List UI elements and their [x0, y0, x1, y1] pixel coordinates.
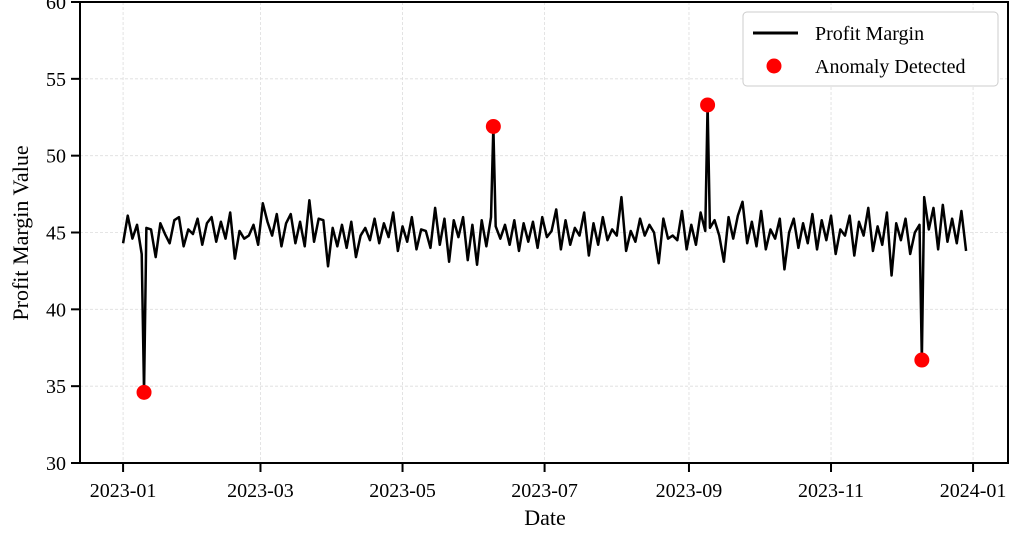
- anomaly-point: [485, 118, 501, 134]
- legend-marker: [766, 58, 782, 74]
- legend-label: Profit Margin: [815, 23, 924, 45]
- legend-label: Anomaly Detected: [815, 56, 966, 78]
- x-tick-label: 2023-01: [90, 480, 157, 502]
- y-tick-label: 50: [46, 146, 66, 168]
- x-tick-label: 2023-05: [369, 480, 436, 502]
- y-tick-label: 30: [46, 453, 66, 475]
- x-axis-label: Date: [524, 505, 566, 530]
- y-axis-label: Profit Margin Value: [8, 145, 33, 320]
- y-tick-label: 35: [46, 376, 66, 398]
- x-tick-label: 2023-09: [656, 480, 723, 502]
- y-tick-label: 40: [46, 299, 66, 321]
- x-tick-label: 2023-07: [511, 480, 578, 502]
- plot-frame: [79, 1, 1009, 464]
- anomaly-point: [914, 352, 930, 368]
- anomaly-point: [700, 97, 716, 113]
- legend: Profit Margin Anomaly Detected: [742, 11, 999, 87]
- x-tick-label: 2023-03: [227, 480, 294, 502]
- y-tick-label: 55: [46, 69, 66, 91]
- y-tick-label: 60: [46, 0, 66, 14]
- legend-box: [742, 11, 999, 87]
- x-tick-label: 2024-01: [940, 480, 1007, 502]
- data-line: [121, 103, 968, 394]
- x-tick-label: 2023-11: [798, 480, 864, 502]
- y-tick-label: 45: [46, 223, 66, 245]
- anomaly-point: [136, 384, 152, 400]
